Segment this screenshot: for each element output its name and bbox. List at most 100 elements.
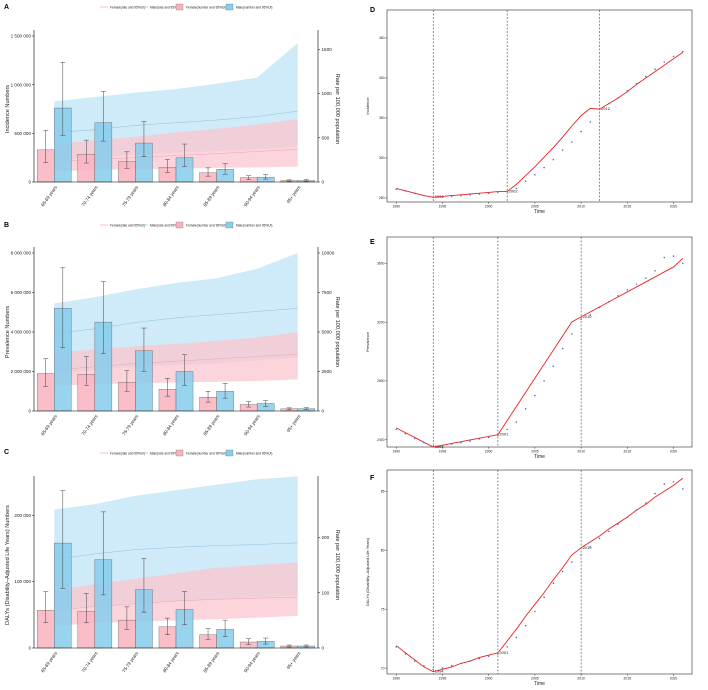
x-tick-label: 2020 [670, 205, 678, 209]
legend-label: Female(number and 95%UI) [186, 224, 226, 228]
data-point [432, 196, 435, 198]
data-point [413, 437, 416, 439]
y-axis-label: DALYs (Disability–Adjusted Life Years) [365, 537, 370, 606]
breakpoint-label: 1994 [435, 444, 445, 449]
breakpoint-label: 2001 [499, 650, 509, 655]
data-point [617, 294, 619, 297]
data-point [580, 554, 582, 556]
data-point [598, 306, 601, 309]
data-point [644, 277, 647, 279]
data-point [681, 50, 684, 53]
data-point [515, 636, 518, 639]
panel-B: B Female(rate and 95%UI) Male(rate and 95%… [4, 221, 340, 436]
panel-letter: C [4, 449, 9, 456]
data-point [515, 187, 518, 190]
x-axis-label: Time [534, 681, 545, 687]
data-point [506, 190, 508, 193]
data-point [404, 653, 407, 655]
data-point [487, 192, 490, 194]
y-tick-label: 6 000 000 [11, 290, 32, 295]
y-tick-label: 70 [381, 666, 385, 670]
x-tick-label: 2010 [577, 205, 585, 209]
y-tick-label: 8 000 000 [11, 251, 32, 256]
x-tick-label: 1990 [392, 677, 400, 681]
x-tick-label: 70-74 years [81, 413, 99, 436]
y-tick-label: 300 [379, 156, 385, 160]
data-point [478, 657, 481, 660]
plot-frame [386, 236, 693, 448]
data-point [626, 289, 629, 291]
data-point [423, 441, 425, 444]
data-point [644, 75, 647, 78]
data-point [413, 192, 416, 194]
y-tick-label: 4 000 000 [11, 330, 32, 335]
panel-letter: D [370, 7, 375, 14]
data-point [552, 158, 555, 161]
x-tick-label: 2015 [624, 677, 632, 681]
legend-label: Male(number and 95%UI) [236, 6, 273, 10]
y-tick-label: 1 000 000 [11, 82, 32, 87]
breakpoint-label: 2010 [583, 545, 593, 550]
data-point [423, 664, 425, 667]
x-tick-label: 1990 [392, 450, 400, 454]
y-tick-label: 350 [379, 116, 385, 120]
data-point [681, 262, 684, 265]
data-point [672, 480, 675, 483]
y-tick-label: 0 [28, 646, 31, 651]
y2-tick-label: 1000 [322, 91, 333, 96]
x-tick-label: 75-79 years [121, 184, 139, 207]
y2-axis-label: Rate per 100,000 population [334, 530, 340, 601]
data-point [469, 660, 471, 662]
data-point [552, 365, 555, 368]
data-point [654, 492, 656, 495]
data-point [552, 582, 555, 585]
y-tick-label: 100 000 [14, 579, 31, 584]
female-rate-band [54, 332, 298, 386]
data-point [644, 502, 647, 504]
y-tick-label: 250 [379, 196, 385, 200]
panel-letter: E [370, 239, 375, 246]
data-point [561, 570, 564, 573]
breakpoint-label: 2002 [509, 189, 519, 194]
x-tick-label: 80-84 years [162, 413, 180, 436]
x-tick-label: 85-89 years [202, 184, 220, 207]
y-tick-label: 0 [28, 180, 31, 185]
x-tick-label: 2000 [485, 450, 493, 454]
data-point [571, 561, 573, 563]
data-point [497, 434, 499, 437]
x-tick-label: 2000 [485, 677, 493, 681]
data-point [404, 190, 407, 192]
data-point [543, 380, 545, 382]
data-point [478, 193, 481, 195]
data-point [395, 428, 398, 431]
data-point [617, 97, 619, 99]
y2-tick-label: 1500 [322, 47, 333, 52]
panel-C: C Female(rate and 95%UI) Male(rate and 95%… [4, 449, 340, 673]
x-tick-label: 1995 [439, 677, 447, 681]
data-point [608, 102, 610, 105]
legend-label: Female(rate and 95%UI) [110, 224, 145, 228]
panel-F: F 1994 2001 2010 1990 1995 2000 2005 2010 2015 202… [365, 469, 693, 687]
y2-axis-label: Rate per 100,000 population [334, 297, 340, 368]
legend-swatch [175, 3, 184, 11]
panel-E: E 1994 2001 2010 1990 1995 2000 2005 2010 2015 202… [365, 236, 693, 460]
y-tick-label: 500 000 [14, 131, 31, 136]
data-point [534, 610, 536, 613]
data-point [571, 141, 573, 143]
y2-tick-label: 0 [322, 646, 325, 651]
legend-label: Male(rate and 95%UI) [150, 452, 181, 456]
data-point [617, 523, 619, 526]
x-tick-label: 90-94 years [243, 413, 261, 436]
y2-tick-label: 0 [322, 409, 325, 414]
x-tick-label: 65-69 years [40, 413, 58, 436]
data-point [543, 596, 545, 599]
y-axis-label: Prevalence Numbers [5, 306, 11, 358]
data-point [626, 516, 629, 518]
x-tick-label: 85-89 years [202, 650, 220, 673]
data-point [561, 347, 564, 350]
y-axis-label: Incidence Numbers [5, 85, 11, 133]
data-point [506, 428, 508, 431]
data-point [432, 668, 435, 671]
